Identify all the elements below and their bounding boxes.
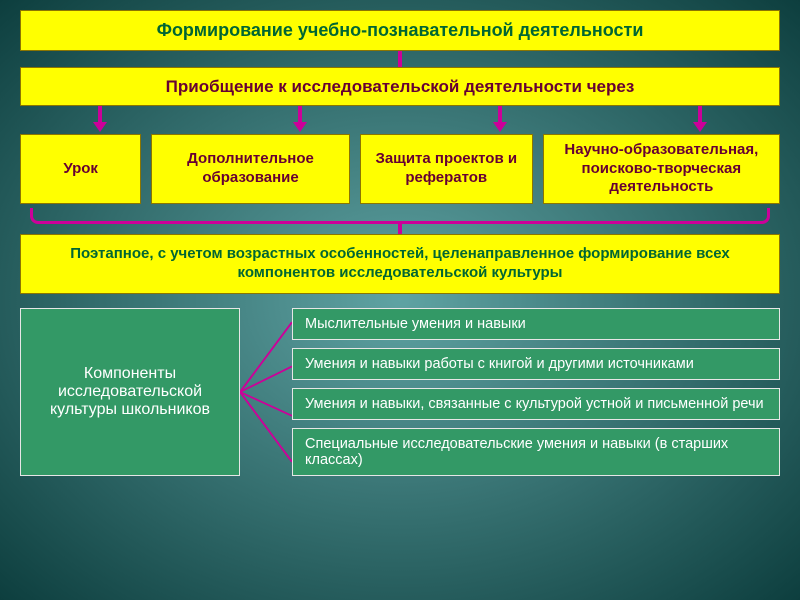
connector-title-to-subtitle <box>20 51 780 67</box>
activity-box: Урок <box>20 134 141 204</box>
arrow-row <box>20 106 780 134</box>
title-box: Формирование учебно-познавательной деяте… <box>20 10 780 51</box>
stage-box: Поэтапное, с учетом возрастных особеннос… <box>20 234 780 294</box>
components-row: Компоненты исследовательской культуры шк… <box>20 308 780 476</box>
components-connector <box>240 308 292 476</box>
subtitle-box: Приобщение к исследовательской деятельно… <box>20 67 780 106</box>
activity-box: Научно-образовательная, поисково-творчес… <box>543 134 780 204</box>
component-item: Мыслительные умения и навыки <box>292 308 780 340</box>
bracket-connector <box>20 208 780 228</box>
components-title-box: Компоненты исследовательской культуры шк… <box>20 308 240 476</box>
component-item: Умения и навыки работы с книгой и другим… <box>292 348 780 380</box>
component-item: Умения и навыки, связанные с культурой у… <box>292 388 780 420</box>
components-list: Мыслительные умения и навыки Умения и на… <box>292 308 780 476</box>
activity-box: Дополнительное образование <box>151 134 350 204</box>
activity-row: Урок Дополнительное образование Защита п… <box>20 134 780 204</box>
component-item: Специальные исследовательские умения и н… <box>292 428 780 476</box>
activity-box: Защита проектов и рефератов <box>360 134 533 204</box>
